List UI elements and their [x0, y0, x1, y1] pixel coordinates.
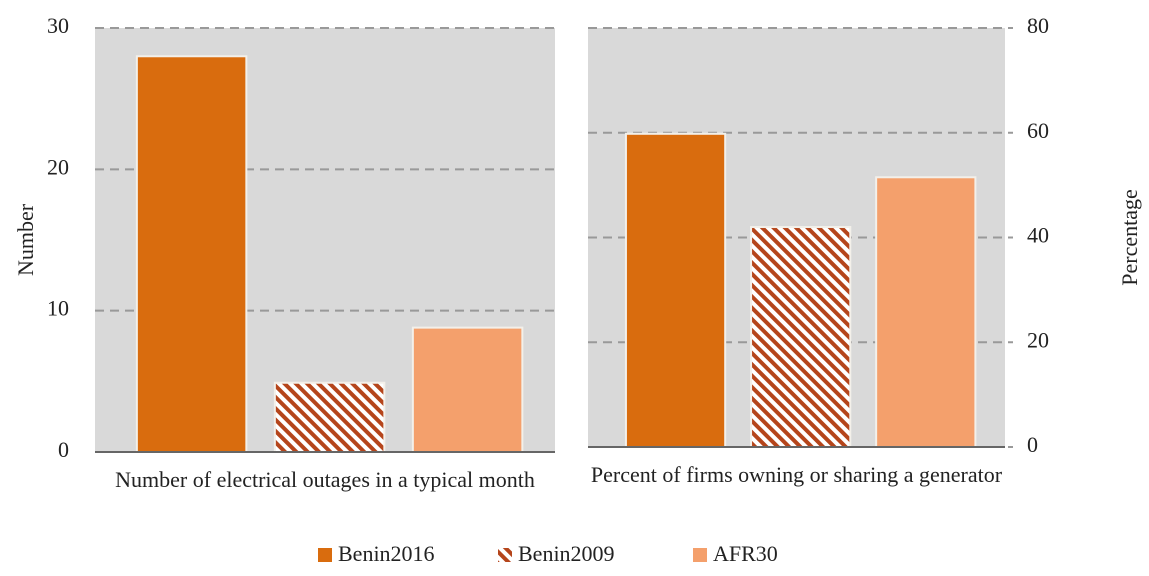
legend-label: AFR30 [713, 541, 778, 566]
bar [875, 176, 977, 449]
legend-label: Benin2016 [338, 541, 435, 566]
y-tick-label: 0 [58, 437, 69, 462]
y-axis-label: Percentage [1117, 189, 1142, 286]
y-tick-label: 10 [47, 296, 69, 321]
legend-swatch [693, 548, 707, 562]
legend-swatch [498, 548, 512, 562]
y-tick-label: 0 [1027, 432, 1038, 457]
y-tick-label: 80 [1027, 13, 1049, 38]
bar [411, 326, 524, 454]
y-tick-label: 60 [1027, 118, 1049, 143]
bar [135, 55, 248, 454]
x-tick-label: Number of electrical outages in a typica… [115, 467, 535, 492]
y-axis-label: Number [13, 203, 38, 276]
bar [624, 132, 727, 449]
bar [750, 226, 852, 448]
y-tick-label: 40 [1027, 223, 1049, 248]
y-tick-label: 20 [1027, 327, 1049, 352]
y-tick-label: 30 [47, 13, 69, 38]
x-tick-label: Percent of firms owning or sharing a gen… [590, 462, 1003, 487]
legend-label: Benin2009 [518, 541, 615, 566]
bar [273, 381, 386, 454]
legend-swatch [318, 548, 332, 562]
y-tick-label: 20 [47, 154, 69, 179]
